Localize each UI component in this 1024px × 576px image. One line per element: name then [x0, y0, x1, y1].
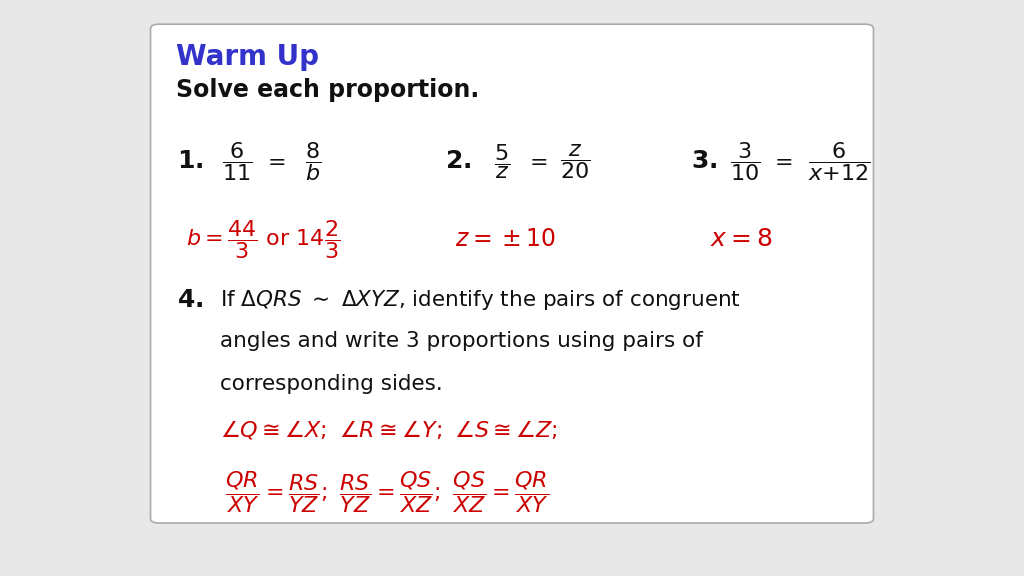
Text: $=$: $=$ — [525, 151, 548, 171]
Text: $=$: $=$ — [770, 151, 793, 171]
Text: $=$: $=$ — [263, 151, 286, 171]
Text: $\dfrac{QR}{XY} = \dfrac{RS}{YZ};\ \dfrac{RS}{YZ} = \dfrac{QS}{XZ};\ \dfrac{QS}{: $\dfrac{QR}{XY} = \dfrac{RS}{YZ};\ \dfra… — [225, 469, 550, 516]
Text: angles and write 3 proportions using pairs of: angles and write 3 proportions using pai… — [220, 331, 703, 351]
Text: $\dfrac{8}{b}$: $\dfrac{8}{b}$ — [305, 140, 322, 183]
Text: $\angle Q \cong \angle X;\ \angle R \cong \angle Y;\ \angle S \cong \angle Z;$: $\angle Q \cong \angle X;\ \angle R \con… — [220, 418, 558, 441]
FancyBboxPatch shape — [151, 24, 873, 523]
Text: $\dfrac{z}{20}$: $\dfrac{z}{20}$ — [560, 142, 591, 181]
Text: corresponding sides.: corresponding sides. — [220, 374, 443, 395]
Text: Warm Up: Warm Up — [176, 43, 319, 71]
Text: $\mathbf{3.}$: $\mathbf{3.}$ — [691, 149, 718, 173]
Text: $\dfrac{3}{10}$: $\dfrac{3}{10}$ — [730, 140, 761, 183]
Text: $\dfrac{6}{x{+}12}$: $\dfrac{6}{x{+}12}$ — [808, 140, 871, 183]
Text: $\mathbf{1.}$: $\mathbf{1.}$ — [177, 149, 204, 173]
Text: $\mathbf{4.}$: $\mathbf{4.}$ — [177, 288, 204, 312]
Text: Solve each proportion.: Solve each proportion. — [176, 78, 479, 102]
Text: $\mathbf{2.}$: $\mathbf{2.}$ — [445, 149, 472, 173]
Text: If $\Delta QRS$ $\sim$ $\Delta XYZ$, identify the pairs of congruent: If $\Delta QRS$ $\sim$ $\Delta XYZ$, ide… — [220, 288, 741, 312]
Text: $\dfrac{6}{11}$: $\dfrac{6}{11}$ — [222, 140, 253, 183]
Text: $\mathit{x} = 8$: $\mathit{x} = 8$ — [710, 227, 772, 251]
Text: $\dfrac{5}{z}$: $\dfrac{5}{z}$ — [494, 142, 510, 181]
Text: $\mathit{z} = \pm10$: $\mathit{z} = \pm10$ — [455, 227, 556, 251]
Text: $\mathit{b} = \dfrac{44}{3}\ \mathrm{or}\ 14\dfrac{2}{3}$: $\mathit{b} = \dfrac{44}{3}\ \mathrm{or}… — [186, 218, 341, 260]
